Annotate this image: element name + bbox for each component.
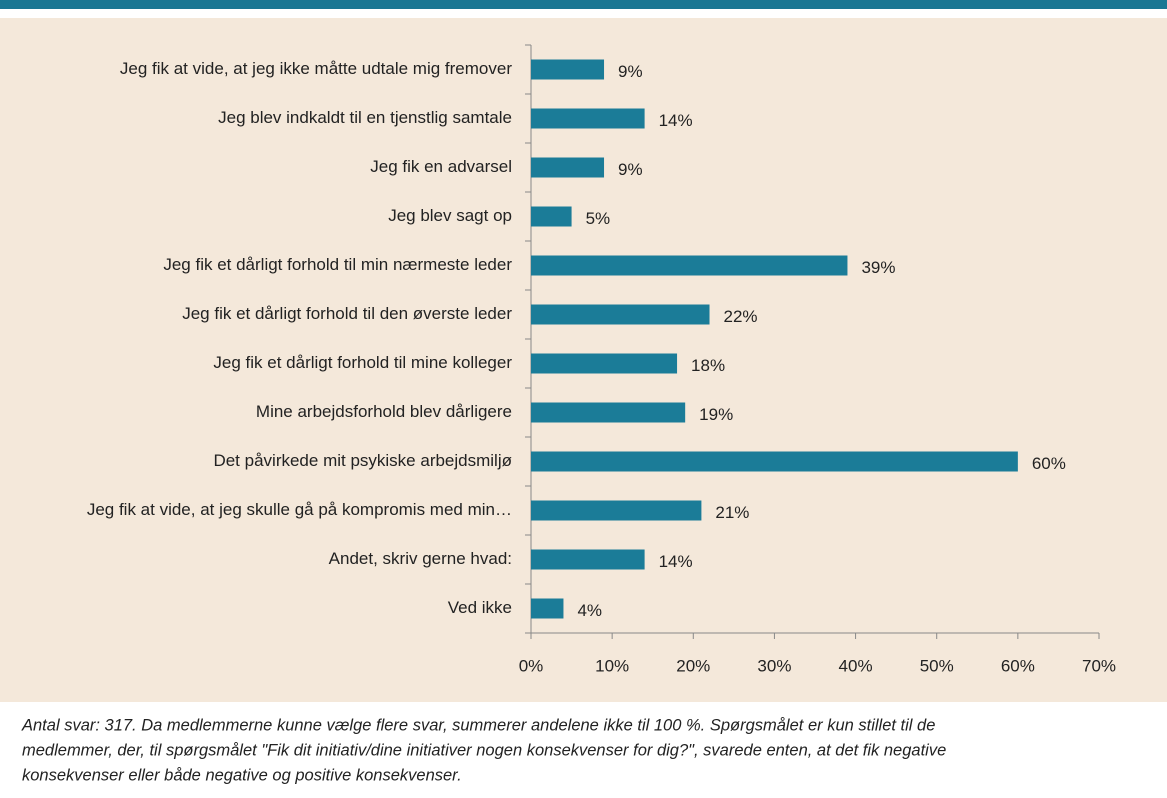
x-tick-label: 70% bbox=[1082, 656, 1116, 675]
value-label: 14% bbox=[659, 552, 693, 571]
bar bbox=[531, 402, 686, 423]
x-tick-label: 40% bbox=[839, 656, 873, 675]
value-label: 9% bbox=[618, 62, 643, 81]
category-label: Jeg fik en advarsel bbox=[370, 157, 512, 176]
value-label: 60% bbox=[1032, 454, 1066, 473]
category-label: Jeg blev sagt op bbox=[388, 206, 512, 225]
header-bar bbox=[0, 0, 1167, 9]
value-label: 39% bbox=[861, 258, 895, 277]
bar bbox=[531, 353, 678, 374]
category-label: Mine arbejdsforhold blev dårligere bbox=[256, 402, 512, 421]
category-label: Jeg blev indkaldt til en tjenstlig samta… bbox=[218, 108, 512, 127]
value-label: 22% bbox=[724, 307, 758, 326]
bar bbox=[531, 255, 848, 276]
value-label: 19% bbox=[699, 405, 733, 424]
bar bbox=[531, 59, 605, 80]
value-label: 21% bbox=[715, 503, 749, 522]
footnote: medlemmer, der, til spørgsmålet "Fik dit… bbox=[22, 741, 946, 759]
x-tick-label: 50% bbox=[920, 656, 954, 675]
footnote: Antal svar: 317. Da medlemmerne kunne væ… bbox=[21, 716, 935, 734]
footnote: konsekvenser eller både negative og posi… bbox=[22, 766, 462, 784]
bar bbox=[531, 500, 702, 521]
x-tick-label: 0% bbox=[519, 656, 544, 675]
x-tick-label: 60% bbox=[1001, 656, 1035, 675]
category-label: Ved ikke bbox=[448, 598, 512, 617]
category-label: Andet, skriv gerne hvad: bbox=[329, 549, 512, 568]
value-label: 18% bbox=[691, 356, 725, 375]
x-tick-label: 10% bbox=[595, 656, 629, 675]
bar bbox=[531, 451, 1018, 472]
value-label: 5% bbox=[586, 209, 611, 228]
category-label: Jeg fik et dårligt forhold til min nærme… bbox=[163, 255, 512, 274]
value-label: 14% bbox=[659, 111, 693, 130]
x-tick-label: 20% bbox=[676, 656, 710, 675]
bar bbox=[531, 598, 564, 619]
category-label: Jeg fik et dårligt forhold til mine koll… bbox=[213, 353, 512, 372]
category-label: Jeg fik et dårligt forhold til den øvers… bbox=[182, 304, 512, 323]
x-tick-label: 30% bbox=[757, 656, 791, 675]
bar bbox=[531, 304, 710, 325]
bar bbox=[531, 108, 645, 129]
bar bbox=[531, 157, 605, 178]
value-label: 9% bbox=[618, 160, 643, 179]
bar bbox=[531, 206, 572, 227]
category-label: Det påvirkede mit psykiske arbejdsmiljø bbox=[213, 451, 512, 470]
category-label: Jeg fik at vide, at jeg ikke måtte udtal… bbox=[120, 59, 512, 78]
value-label: 4% bbox=[577, 601, 602, 620]
bar bbox=[531, 549, 645, 570]
category-label: Jeg fik at vide, at jeg skulle gå på kom… bbox=[87, 500, 512, 519]
